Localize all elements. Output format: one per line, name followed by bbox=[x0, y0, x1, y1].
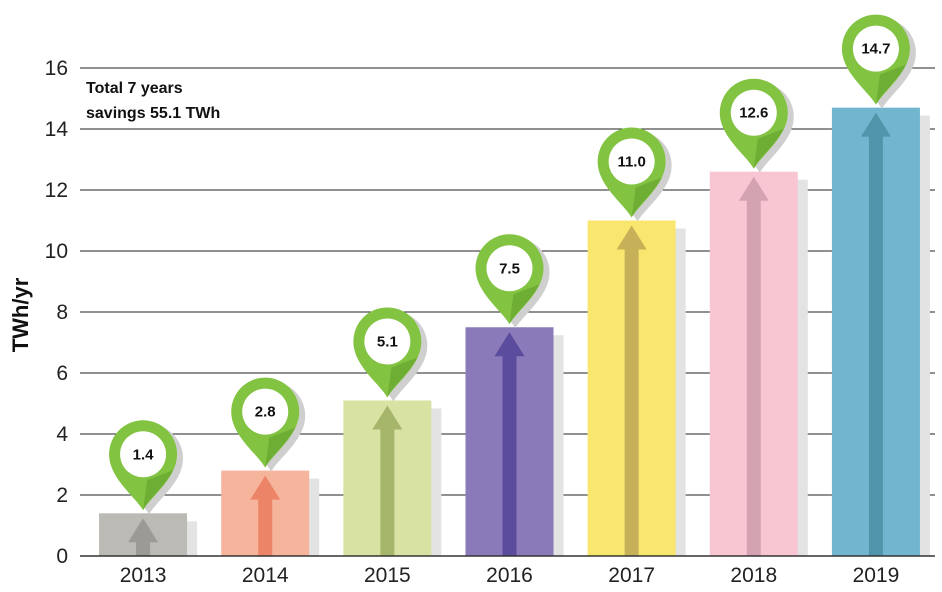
value-pin-shade bbox=[875, 64, 906, 105]
bar-group-2014: 2.8 bbox=[221, 377, 320, 556]
x-tick-label: 2013 bbox=[120, 564, 167, 587]
bar-arrow-shaft bbox=[136, 541, 151, 556]
data-label: 7.5 bbox=[499, 260, 520, 277]
data-label: 1.4 bbox=[133, 446, 155, 463]
bar-group-2016: 7.5 bbox=[465, 234, 564, 556]
value-pin: 7.5 bbox=[475, 234, 550, 329]
value-pin: 2.8 bbox=[231, 377, 306, 472]
y-axis-label: TWh/yr bbox=[8, 277, 33, 352]
data-label: 5.1 bbox=[377, 333, 398, 350]
value-pin-disc bbox=[486, 245, 533, 292]
value-pin-shade bbox=[631, 177, 662, 218]
y-axis-ticks: 0 2 4 6 8 10 12 14 16 bbox=[45, 57, 69, 568]
y-tick-label: 14 bbox=[45, 118, 69, 141]
value-pin-shade bbox=[387, 357, 418, 398]
value-pin: 11.0 bbox=[597, 127, 672, 222]
y-tick-label: 12 bbox=[45, 179, 68, 202]
value-pin-shade bbox=[509, 284, 540, 325]
x-tick-label: 2017 bbox=[608, 564, 655, 587]
bar-arrow-shaft bbox=[502, 355, 517, 556]
y-tick-label: 6 bbox=[56, 362, 68, 385]
y-tick-label: 0 bbox=[56, 545, 68, 568]
value-pin: 5.1 bbox=[353, 307, 428, 402]
value-pin-disc bbox=[852, 25, 899, 72]
bar-arrow-shaft bbox=[258, 498, 273, 556]
data-label: 2.8 bbox=[255, 404, 276, 421]
total-savings-note: Total 7 years savings 55.1 TWh bbox=[86, 80, 220, 122]
value-pin: 14.7 bbox=[841, 14, 916, 109]
bar-arrow-shaft bbox=[380, 428, 395, 556]
bar-arrow-shaft bbox=[624, 248, 639, 556]
x-tick-label: 2018 bbox=[730, 564, 777, 587]
value-pin-disc bbox=[730, 89, 777, 136]
bar-arrow-shaft bbox=[746, 199, 761, 556]
bar-arrow-head bbox=[494, 332, 525, 357]
bar-group-2018: 12.6 bbox=[709, 78, 808, 556]
value-pin-shade bbox=[753, 128, 784, 169]
bar-arrow-head bbox=[860, 112, 891, 137]
x-tick-label: 2014 bbox=[242, 564, 289, 587]
y-tick-label: 4 bbox=[56, 423, 68, 446]
x-tick-label: 2015 bbox=[364, 564, 411, 587]
x-tick-label: 2019 bbox=[853, 564, 900, 587]
bar-group-2015: 5.1 bbox=[343, 307, 442, 556]
note-line-2: savings 55.1 TWh bbox=[86, 105, 220, 122]
note-line-1: Total 7 years bbox=[86, 80, 183, 97]
value-pin-disc bbox=[364, 318, 411, 365]
bar-arrow-head bbox=[128, 518, 159, 543]
data-label: 12.6 bbox=[739, 105, 768, 122]
value-pin-disc bbox=[242, 388, 289, 435]
y-tick-label: 10 bbox=[45, 240, 68, 263]
bar-arrow-shaft bbox=[868, 135, 883, 556]
value-pin-disc bbox=[608, 138, 655, 185]
bar-group-2013: 1.4 bbox=[99, 420, 198, 556]
bar-group-2019: 14.7 bbox=[831, 14, 930, 557]
value-pin: 12.6 bbox=[719, 78, 794, 173]
bar-arrow-head bbox=[250, 475, 281, 500]
data-label: 11.0 bbox=[617, 154, 645, 171]
value-pin: 1.4 bbox=[109, 420, 184, 515]
value-pin-disc bbox=[120, 431, 167, 478]
bars: 1.4 2.8 5.1 7.5 11.0 12.6 14.7 bbox=[99, 14, 930, 557]
data-label: 14.7 bbox=[861, 41, 890, 58]
bar-arrow-head bbox=[372, 405, 403, 430]
bar-arrow-head bbox=[616, 225, 647, 250]
y-tick-label: 8 bbox=[56, 301, 68, 324]
x-axis-ticks: 2013 2014 2015 2016 2017 2018 2019 bbox=[120, 564, 900, 587]
bar-group-2017: 11.0 bbox=[587, 127, 686, 556]
value-pin-shade bbox=[143, 470, 174, 511]
x-tick-label: 2016 bbox=[486, 564, 533, 587]
bar-arrow-head bbox=[738, 176, 769, 201]
y-tick-label: 16 bbox=[45, 57, 68, 80]
y-tick-label: 2 bbox=[56, 484, 68, 507]
value-pin-shade bbox=[265, 427, 296, 468]
